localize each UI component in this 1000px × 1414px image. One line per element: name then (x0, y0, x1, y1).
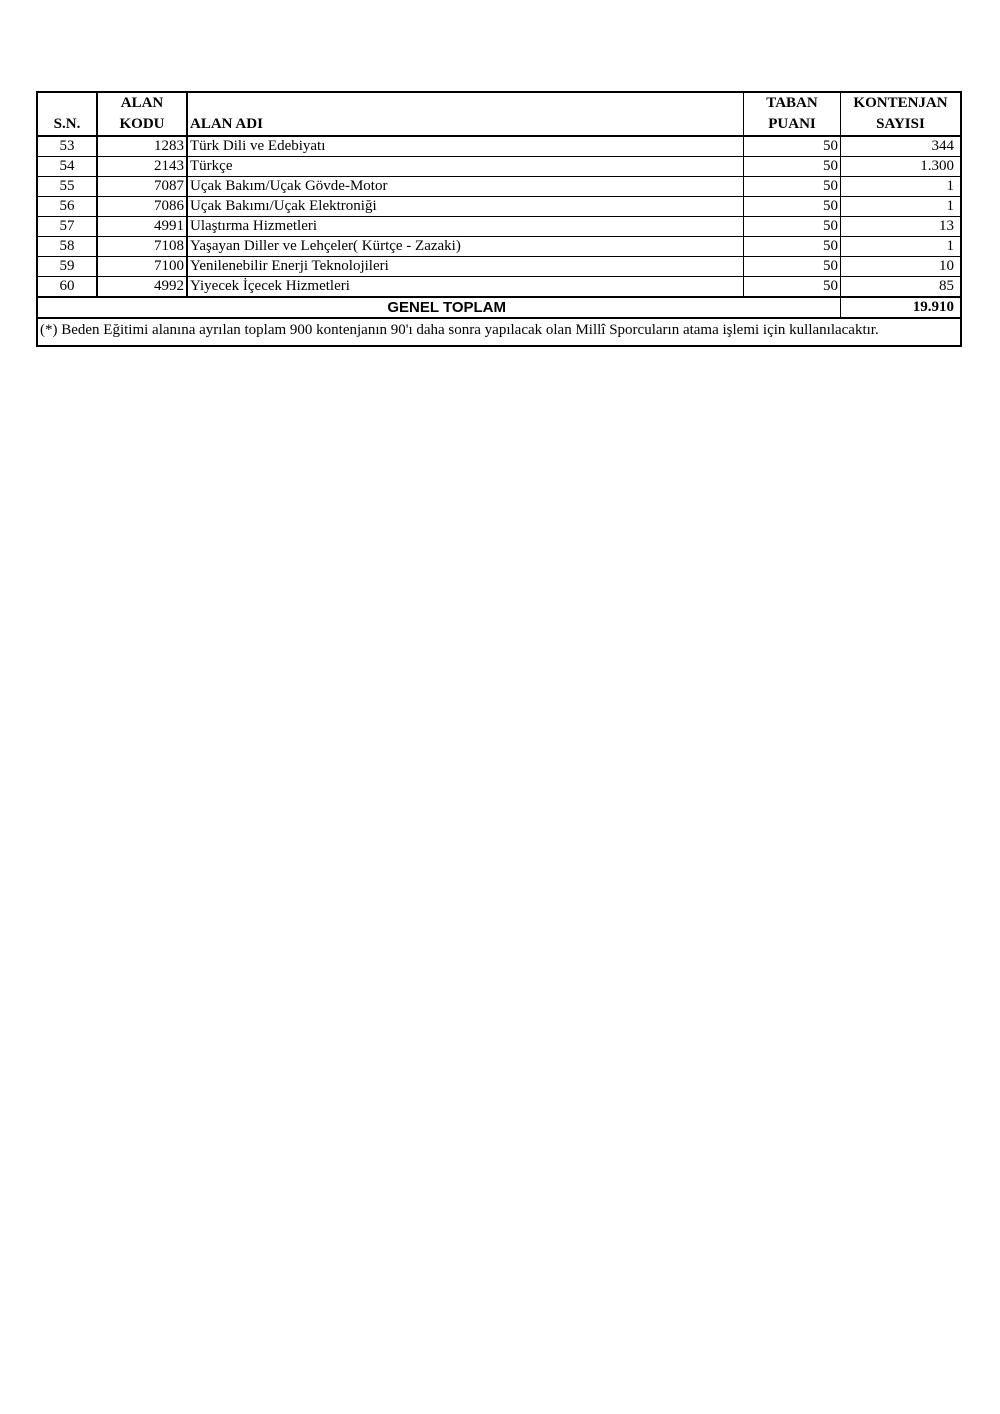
cell-kontenjan: 85 (840, 276, 962, 298)
table-row: 53 1283 Türk Dili ve Edebiyatı 50 344 (36, 135, 962, 157)
quota-table: S.N. ALAN KODU ALAN ADI TABAN PUANI KONTEN… (36, 91, 962, 347)
table-row: 59 7100 Yenilenebilir Enerji Teknolojileri… (36, 256, 962, 277)
cell-taban: 50 (743, 196, 841, 217)
footnote: (*) Beden Eğitimi alanına ayrılan toplam… (36, 317, 962, 347)
cell-name: Yenilenebilir Enerji Teknolojileri (186, 256, 744, 277)
header-taban-line2: PUANI (768, 116, 816, 132)
table-row: 56 7086 Uçak Bakımı/Uçak Elektroniği 50 1 (36, 196, 962, 217)
header-code: ALAN KODU (96, 91, 188, 137)
cell-name: Yiyecek İçecek Hizmetleri (186, 276, 744, 298)
header-code-line1: ALAN (120, 95, 164, 111)
header-sn: S.N. (36, 91, 98, 137)
cell-sn: 54 (36, 156, 98, 177)
cell-taban: 50 (743, 236, 841, 257)
cell-code: 4991 (96, 216, 188, 237)
cell-kontenjan: 13 (840, 216, 962, 237)
total-row: GENEL TOPLAM 19.910 (36, 296, 962, 319)
cell-sn: 60 (36, 276, 98, 298)
cell-kontenjan: 1 (840, 176, 962, 197)
cell-sn: 58 (36, 236, 98, 257)
cell-sn: 53 (36, 135, 98, 157)
cell-kontenjan: 1.300 (840, 156, 962, 177)
cell-code: 1283 (96, 135, 188, 157)
cell-code: 7108 (96, 236, 188, 257)
table-row: 55 7087 Uçak Bakım/Uçak Gövde-Motor 50 1 (36, 176, 962, 197)
cell-sn: 57 (36, 216, 98, 237)
table-row: 54 2143 Türkçe 50 1.300 (36, 156, 962, 177)
cell-name: Türkçe (186, 156, 744, 177)
cell-kontenjan: 1 (840, 196, 962, 217)
cell-taban: 50 (743, 276, 841, 298)
table-row: 58 7108 Yaşayan Diller ve Lehçeler( Kürtçe… (36, 236, 962, 257)
total-label: GENEL TOPLAM (36, 296, 841, 319)
cell-sn: 56 (36, 196, 98, 217)
table-row: 60 4992 Yiyecek İçecek Hizmetleri 50 85 (36, 276, 962, 298)
cell-taban: 50 (743, 156, 841, 177)
cell-name: Uçak Bakımı/Uçak Elektroniği (186, 196, 744, 217)
cell-name: Türk Dili ve Edebiyatı (186, 135, 744, 157)
cell-name: Ulaştırma Hizmetleri (186, 216, 744, 237)
header-kont-line2: SAYISI (876, 116, 925, 132)
cell-taban: 50 (743, 216, 841, 237)
table-row: 57 4991 Ulaştırma Hizmetleri 50 13 (36, 216, 962, 237)
header-name: ALAN ADI (186, 91, 744, 137)
cell-kontenjan: 344 (840, 135, 962, 157)
cell-name: Uçak Bakım/Uçak Gövde-Motor (186, 176, 744, 197)
cell-kontenjan: 1 (840, 236, 962, 257)
note-row: (*) Beden Eğitimi alanına ayrılan toplam… (36, 317, 962, 347)
header-taban: TABAN PUANI (743, 91, 841, 137)
cell-taban: 50 (743, 135, 841, 157)
header-kontenjan: KONTENJAN SAYISI (840, 91, 962, 137)
header-row: S.N. ALAN KODU ALAN ADI TABAN PUANI KONTEN… (36, 91, 962, 137)
cell-name: Yaşayan Diller ve Lehçeler( Kürtçe - Zaz… (186, 236, 744, 257)
header-kont-line1: KONTENJAN (853, 95, 948, 111)
cell-sn: 59 (36, 256, 98, 277)
cell-sn: 55 (36, 176, 98, 197)
header-code-line2: KODU (119, 116, 165, 132)
total-value: 19.910 (840, 296, 962, 319)
header-taban-line1: TABAN (766, 95, 818, 111)
cell-code: 2143 (96, 156, 188, 177)
cell-code: 4992 (96, 276, 188, 298)
cell-code: 7100 (96, 256, 188, 277)
cell-taban: 50 (743, 176, 841, 197)
cell-code: 7087 (96, 176, 188, 197)
cell-taban: 50 (743, 256, 841, 277)
cell-kontenjan: 10 (840, 256, 962, 277)
cell-code: 7086 (96, 196, 188, 217)
